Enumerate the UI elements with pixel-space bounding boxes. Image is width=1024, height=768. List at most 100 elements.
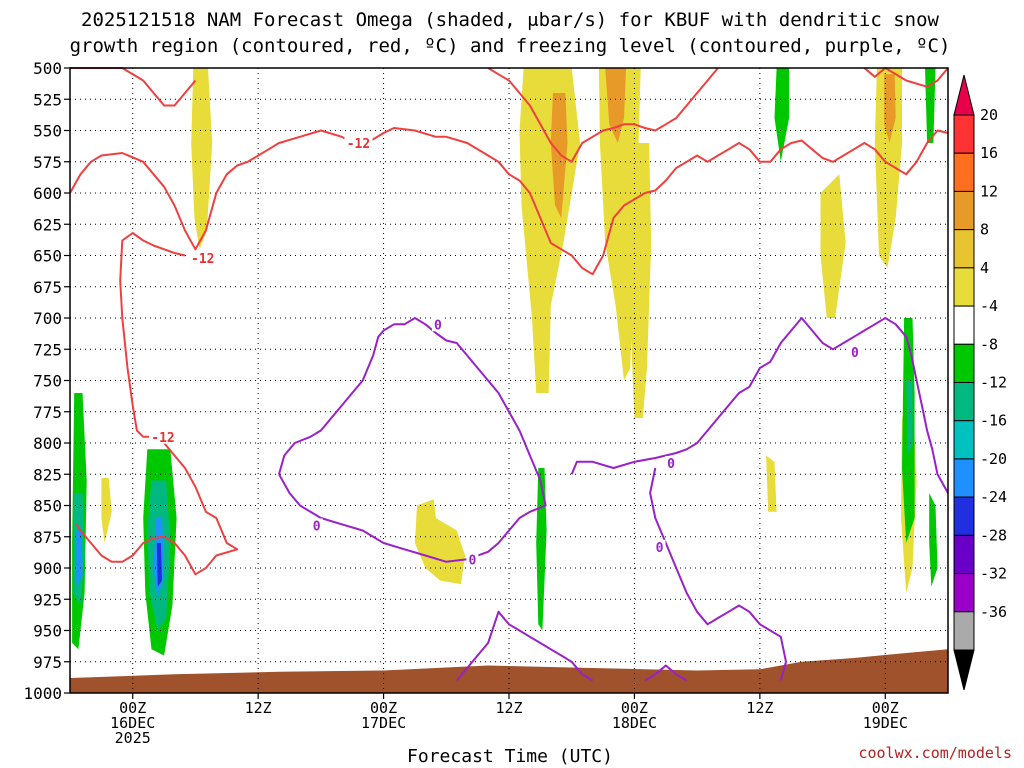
- purple-contour-0: [278, 317, 547, 563]
- colorbar-swatch: [953, 382, 975, 422]
- y-tick-label: 625: [33, 215, 62, 234]
- y-tick-label: 600: [33, 184, 62, 203]
- colorbar-label: 8: [980, 221, 989, 239]
- y-tick-label: 900: [33, 559, 62, 578]
- purple-contour-4: [644, 664, 688, 682]
- grid-lines: [70, 68, 948, 693]
- colorbar-swatch: [953, 573, 975, 613]
- colorbar-label: -20: [980, 450, 1007, 468]
- x-tick-label: 18DEC: [612, 714, 657, 732]
- shaded-region-yellow-ribbon-37: [414, 499, 466, 585]
- colorbar-min-arrow: [953, 649, 975, 691]
- shaded-region-green-upper-right-a: [774, 68, 790, 162]
- shaded-region-deepblue-lower-2: [156, 543, 162, 587]
- y-tick-label: 550: [33, 122, 62, 141]
- credit-link[interactable]: coolwx.com/models: [858, 744, 1012, 762]
- x-tick-label: 12Z: [245, 699, 272, 717]
- colorbar-label: -32: [980, 565, 1007, 583]
- x-tick-label: 00Z: [872, 699, 899, 717]
- chart-title-line-2: growth region (contoured, red, ºC) and f…: [70, 35, 951, 57]
- contour-label-bg: [344, 136, 373, 150]
- colorbar-label: -12: [980, 374, 1007, 392]
- contour-label-bg: [431, 317, 444, 332]
- y-tick-label: 800: [33, 434, 62, 453]
- x-tick-label: 12Z: [746, 699, 773, 717]
- y-tick-label: 500: [33, 59, 62, 78]
- x-axis-title: Forecast Time (UTC): [407, 746, 613, 767]
- contour-label: 0: [851, 346, 859, 361]
- contour-label: -12: [151, 431, 174, 446]
- shaded-region-orange-strip-a: [550, 93, 568, 218]
- colorbar-swatch: [953, 611, 975, 651]
- plot-area: [70, 68, 948, 693]
- colorbar-label: -36: [980, 603, 1007, 621]
- contour-label: -12: [191, 252, 214, 267]
- shaded-region-teal-right-mid: [906, 380, 913, 456]
- y-tick-label: 725: [33, 340, 62, 359]
- colorbar-swatch: [953, 152, 975, 192]
- colorbar-swatch: [953, 305, 975, 345]
- colorbar-label: -28: [980, 526, 1007, 544]
- y-tick-label: 675: [33, 278, 62, 297]
- colorbar-swatch: [953, 267, 975, 307]
- red-contour-1: [70, 67, 197, 107]
- purple-contour-3: [455, 610, 594, 682]
- shaded-region-orange-strip-b: [605, 68, 627, 143]
- contour-label: 0: [656, 541, 664, 556]
- y-tick-label: 825: [33, 465, 62, 484]
- terrain-fill: [70, 649, 948, 693]
- colorbar-label: -8: [980, 335, 998, 353]
- colorbar-label: 4: [980, 259, 989, 277]
- shaded-region-blue-lower-left: [76, 530, 83, 587]
- x-tick-label: 16DEC: [110, 714, 155, 732]
- purple-contour-2: [649, 467, 787, 681]
- red-contour-3: [863, 67, 949, 88]
- colorbar: 20 16 12 8 4 -4 -8 -12 -16 -20 -24 -28 -32 -36: [953, 74, 1007, 691]
- y-tick-label: 850: [33, 497, 62, 516]
- contour-label-bg: [188, 251, 217, 265]
- colorbar-swatch: [953, 420, 975, 460]
- shaded-region-yellow-81: [820, 174, 846, 318]
- x-tick-label: 2025: [115, 729, 151, 747]
- axes: 500 525 550 575 600 625 650 675 700 725 750 775 800 8…: [23, 59, 949, 747]
- contour-label-bg: [848, 344, 861, 359]
- contour-label: 0: [667, 457, 675, 472]
- y-tick-label: 525: [33, 90, 62, 109]
- contour-label: 0: [469, 553, 477, 568]
- contour-lines: -12 -12 -12 0 0 0 0 0 0: [69, 67, 949, 682]
- y-tick-label: 575: [33, 153, 62, 172]
- colorbar-swatch: [953, 458, 975, 498]
- y-tick-label: 775: [33, 403, 62, 422]
- y-tick-label: 975: [33, 653, 62, 672]
- red-contour-2: [487, 67, 719, 163]
- contour-label: 0: [313, 520, 321, 535]
- shaded-region-yellow-540-680-h3: [101, 478, 112, 543]
- contour-label-bg: [653, 539, 666, 554]
- colorbar-label: 16: [980, 144, 998, 162]
- colorbar-swatch: [953, 190, 975, 231]
- colorbar-label: 12: [980, 182, 998, 200]
- y-tick-label: 700: [33, 309, 62, 328]
- x-tick-label: 19DEC: [863, 714, 908, 732]
- y-tick-label: 650: [33, 247, 62, 266]
- shaded-region-orange-84: [884, 74, 896, 143]
- y-tick-label: 925: [33, 590, 62, 609]
- contour-label-bg: [665, 456, 678, 470]
- contour-label-bg: [149, 429, 178, 444]
- colorbar-label: -16: [980, 412, 1007, 430]
- y-tick-label: 950: [33, 622, 62, 641]
- y-tick-label: 875: [33, 528, 62, 547]
- contour-label-bg: [310, 518, 323, 533]
- colorbar-swatch: [953, 229, 975, 269]
- x-tick-label: 12Z: [495, 699, 522, 717]
- contour-label: -12: [347, 137, 370, 152]
- shaded-region-yellow-500-650-h12: [191, 68, 213, 250]
- x-tick-label: 00Z: [621, 699, 648, 717]
- red-contour-4: [75, 232, 239, 576]
- shaded-region-yellow-69: [766, 455, 777, 512]
- colorbar-swatch: [953, 114, 975, 154]
- colorbar-swatch: [953, 496, 975, 536]
- y-tick-label: 1000: [23, 684, 62, 703]
- contour-label: 0: [434, 318, 442, 333]
